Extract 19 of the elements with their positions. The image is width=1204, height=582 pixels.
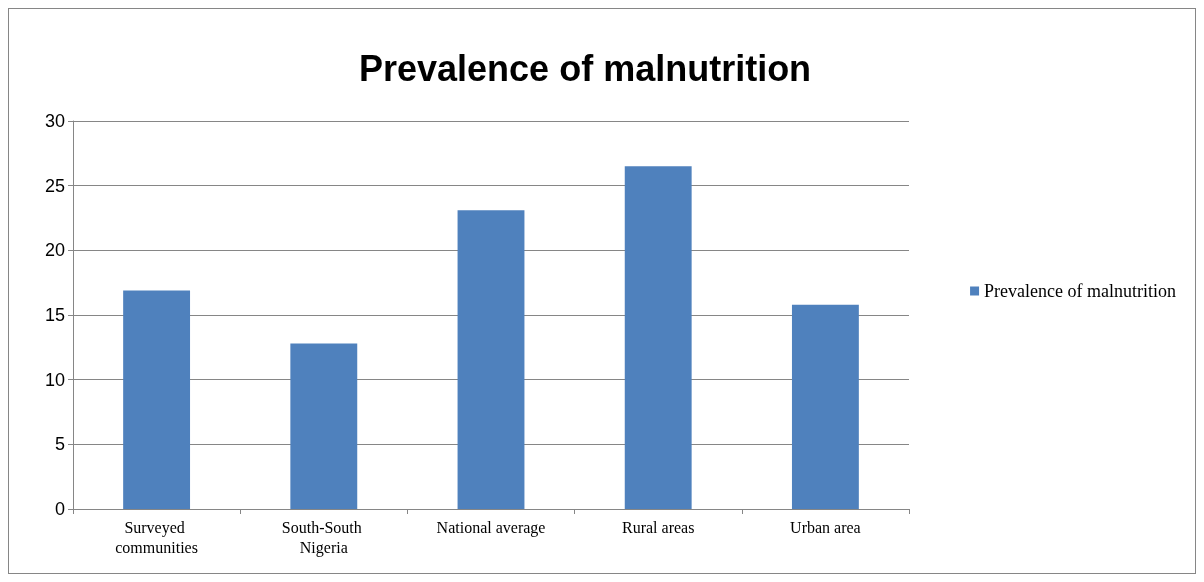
- x-tick-label: Urban area: [790, 518, 861, 536]
- bar: [791, 304, 859, 509]
- legend-label: Prevalence of malnutrition: [984, 281, 1176, 301]
- chart-title: Prevalence of malnutrition: [359, 47, 812, 89]
- x-tick-label: Rural areas: [622, 518, 695, 536]
- x-tick-label: South-South Nigeria: [281, 518, 366, 557]
- y-tick-label: 25: [44, 175, 65, 196]
- y-tick-label: 20: [44, 240, 65, 261]
- y-tick-label: 0: [54, 499, 65, 519]
- bar: [457, 210, 525, 509]
- x-tick-label: National average: [436, 518, 546, 537]
- y-tick-label: 5: [54, 434, 65, 455]
- x-tick-label: Surveyed communities: [115, 518, 198, 556]
- bar: [123, 290, 191, 509]
- bar: [290, 343, 358, 509]
- bar: [624, 166, 692, 509]
- y-tick-label: 10: [44, 369, 65, 390]
- y-tick-label: 15: [44, 305, 65, 325]
- y-tick-label: 30: [44, 111, 65, 131]
